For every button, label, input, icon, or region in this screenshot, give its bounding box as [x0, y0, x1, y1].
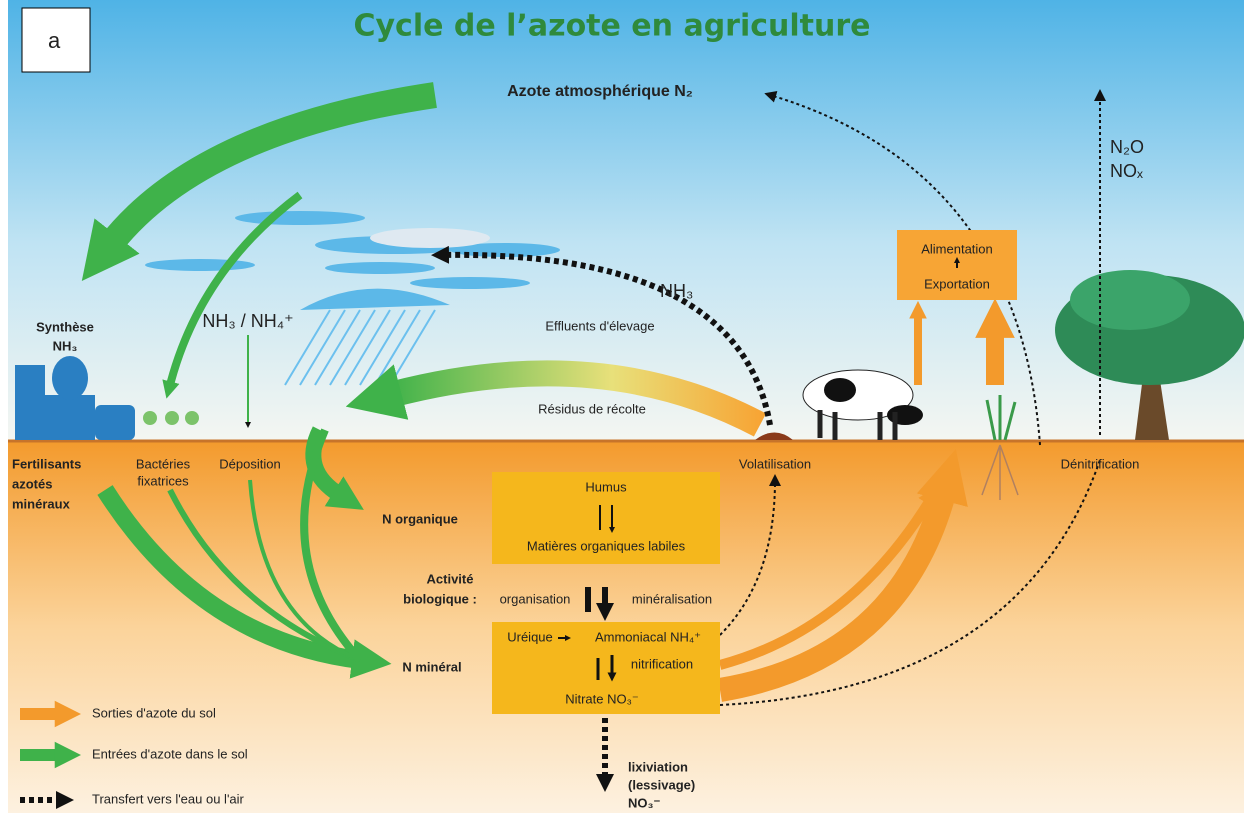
label: NH₃: [660, 281, 693, 301]
label: NOₓ: [1110, 161, 1143, 181]
label: lixiviation: [628, 759, 688, 774]
label: Volatilisation: [739, 456, 811, 471]
legend-label: Entrées d'azote dans le sol: [92, 746, 248, 761]
label: fixatrices: [137, 473, 189, 488]
label: N organique: [382, 511, 458, 526]
label: nitrification: [631, 656, 693, 671]
label: Déposition: [219, 456, 280, 471]
label: Matières organiques labiles: [527, 538, 686, 553]
label: NO₃⁻: [628, 795, 661, 810]
label: Résidus de récolte: [538, 401, 646, 416]
title: Cycle de l’azote en agriculture: [353, 9, 870, 44]
label: Humus: [585, 479, 627, 494]
panel-label: a: [48, 28, 61, 53]
label: N₂O: [1110, 137, 1144, 157]
label: Uréique: [507, 629, 553, 644]
label: Activité: [427, 571, 474, 586]
label: Azote atmosphérique N₂: [507, 83, 693, 100]
label: (lessivage): [628, 777, 695, 792]
label: minéraux: [12, 496, 71, 511]
label: Fertilisants: [12, 456, 81, 471]
label: organisation: [500, 591, 571, 606]
label: Effluents d'élevage: [545, 318, 654, 333]
label: minéralisation: [632, 591, 712, 606]
label: Synthèse: [36, 319, 94, 334]
label: Dénitrification: [1061, 456, 1140, 471]
label: azotés: [12, 476, 52, 491]
label: Nitrate NO₃⁻: [565, 691, 639, 706]
label: NH₃ / NH₄⁺: [202, 311, 293, 331]
legend-label: Transfert vers l'eau ou l'air: [92, 791, 245, 806]
nitrogen-cycle-diagram: a Cycle de l’azote en agriculture Azote …: [0, 0, 1244, 813]
legend-label: Sorties d'azote du sol: [92, 705, 216, 720]
label: Alimentation: [921, 241, 993, 256]
label: Exportation: [924, 276, 990, 291]
clover-plants: [143, 411, 199, 425]
label: Ammoniacal NH₄⁺: [595, 629, 701, 644]
label: NH₃: [53, 338, 78, 353]
label: biologique :: [403, 591, 477, 606]
label: N minéral: [402, 659, 461, 674]
label: Bactéries: [136, 456, 191, 471]
